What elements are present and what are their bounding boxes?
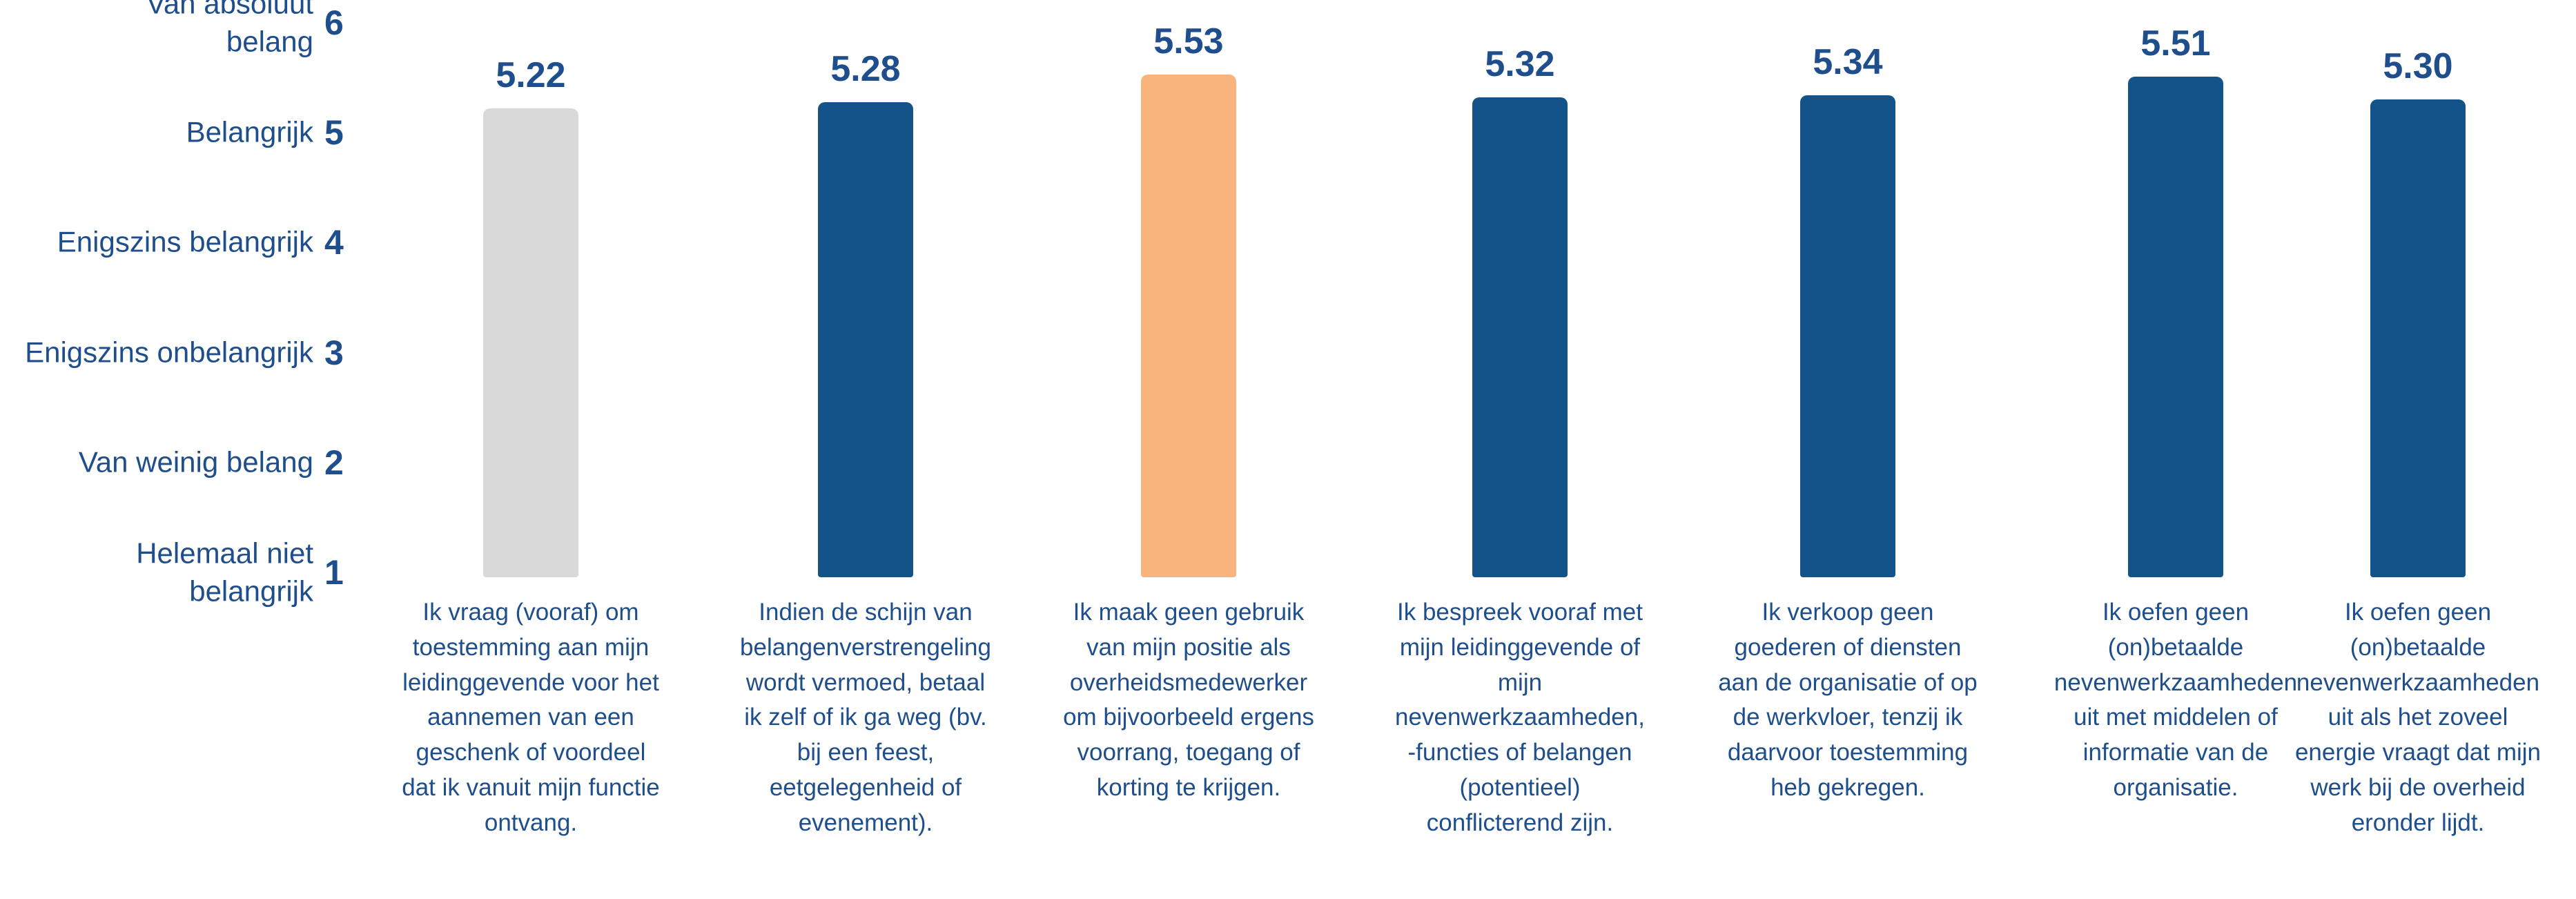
- y-tick-label: 5: [324, 113, 344, 153]
- bar: [1472, 97, 1568, 577]
- y-tick-name: Helemaal niet belangrijk: [136, 536, 313, 607]
- category-label: Ik oefen geen (on)betaalde nevenwerkzaam…: [2294, 599, 2541, 836]
- value-label: 5.34: [1813, 42, 1883, 83]
- value-label: 5.53: [1153, 21, 1224, 61]
- bar: [818, 102, 913, 577]
- y-tick-label: 2: [324, 443, 344, 482]
- value-label: 5.32: [1485, 44, 1555, 85]
- category-label: Ik bespreek vooraf met mijn leidinggeven…: [1395, 599, 1645, 836]
- bar: [1800, 95, 1895, 577]
- y-tick-label: 6: [324, 3, 344, 42]
- value-label: 5.22: [496, 55, 566, 96]
- bar: [2128, 77, 2223, 577]
- category-label: Ik vraag (vooraf) om toestemming aan mij…: [402, 599, 660, 836]
- y-tick-label: 3: [324, 333, 344, 372]
- y-tick-name: Belangrijk: [186, 115, 313, 148]
- y-tick-label: 4: [324, 223, 344, 262]
- y-tick-name: Enigszins belangrijk: [57, 226, 313, 259]
- category-label: Ik verkoop geen goederen of diensten aan…: [1718, 599, 1978, 801]
- bar: [2370, 99, 2466, 577]
- value-label: 5.51: [2140, 23, 2211, 64]
- value-label: 5.30: [2383, 46, 2453, 87]
- y-tick-name: Enigszins onbelangrijk: [25, 336, 313, 369]
- category-label: Indien de schijn van belangenverstrengel…: [740, 599, 991, 836]
- bar: [483, 108, 578, 577]
- y-tick-name: Van absoluut belang: [146, 0, 313, 57]
- category-label: Ik oefen geen (on)betaalde nevenwerkzaam…: [2053, 599, 2298, 801]
- bar: [1141, 74, 1236, 577]
- category-label: Ik maak geen gebruik van mijn positie al…: [1063, 599, 1314, 801]
- y-tick-name: Van weinig belang: [78, 445, 313, 478]
- y-tick-label: 1: [324, 553, 344, 592]
- value-label: 5.28: [830, 48, 901, 89]
